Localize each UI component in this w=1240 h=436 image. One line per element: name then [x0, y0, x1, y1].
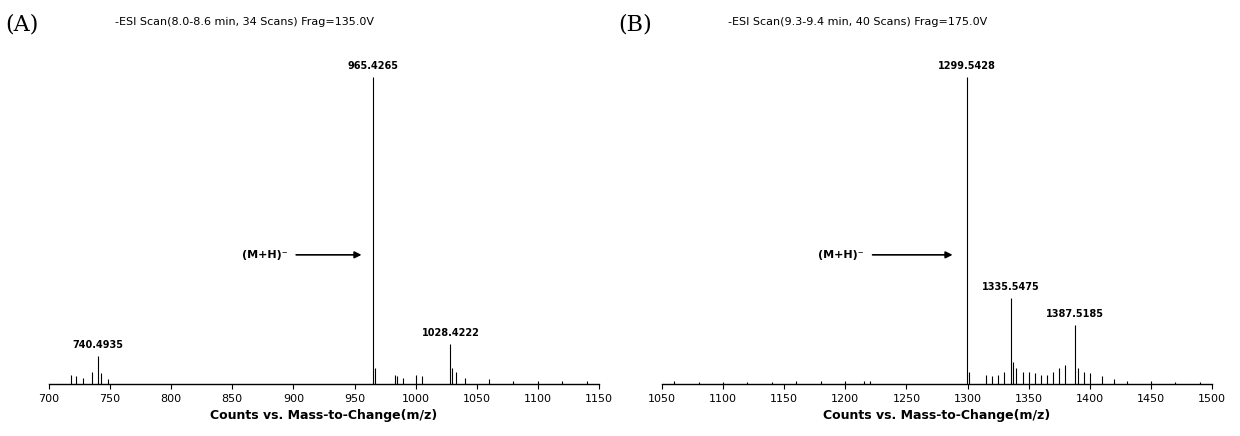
Text: 1028.4222: 1028.4222: [422, 328, 480, 338]
Text: 1335.5475: 1335.5475: [982, 282, 1040, 292]
Text: (B): (B): [618, 13, 652, 35]
Text: (M+H)⁻: (M+H)⁻: [242, 250, 288, 260]
X-axis label: Counts vs. Mass-to-Change(m/z): Counts vs. Mass-to-Change(m/z): [211, 409, 438, 422]
Text: 1387.5185: 1387.5185: [1045, 310, 1104, 319]
Text: 1299.5428: 1299.5428: [939, 61, 996, 71]
Text: 965.4265: 965.4265: [348, 61, 399, 71]
Text: (A): (A): [5, 13, 38, 35]
Text: -ESI Scan(8.0-8.6 min, 34 Scans) Frag=135.0V: -ESI Scan(8.0-8.6 min, 34 Scans) Frag=13…: [115, 17, 374, 27]
Text: -ESI Scan(9.3-9.4 min, 40 Scans) Frag=175.0V: -ESI Scan(9.3-9.4 min, 40 Scans) Frag=17…: [728, 17, 987, 27]
Text: (M+H)⁻: (M+H)⁻: [818, 250, 863, 260]
X-axis label: Counts vs. Mass-to-Change(m/z): Counts vs. Mass-to-Change(m/z): [823, 409, 1050, 422]
Text: 740.4935: 740.4935: [73, 340, 124, 350]
